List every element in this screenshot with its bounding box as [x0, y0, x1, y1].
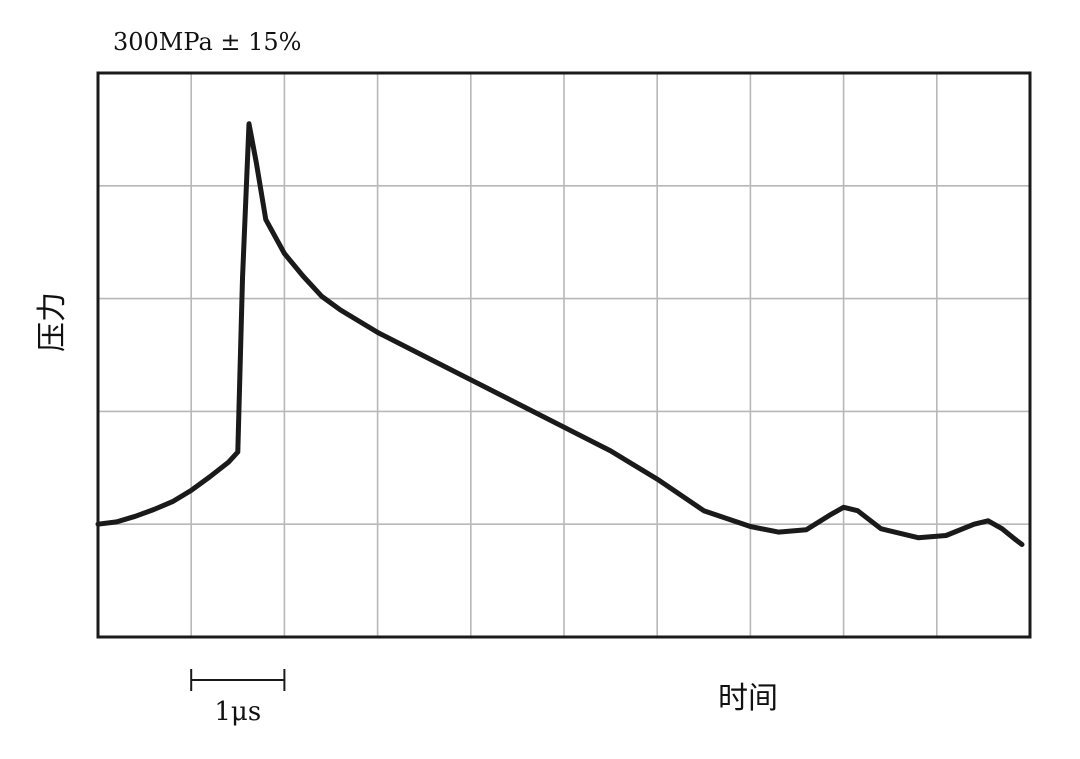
- scale-bar-label: 1μs: [214, 697, 261, 727]
- grid: [98, 73, 1030, 637]
- y-axis-label: 压力: [35, 292, 70, 352]
- pressure-curve: [95, 121, 1025, 547]
- plot-frame: [96, 71, 1032, 639]
- x-axis-label: 时间: [718, 681, 778, 716]
- scale-bar: 1μs: [190, 669, 286, 727]
- chart-title: 300MPa ± 15%: [113, 28, 301, 56]
